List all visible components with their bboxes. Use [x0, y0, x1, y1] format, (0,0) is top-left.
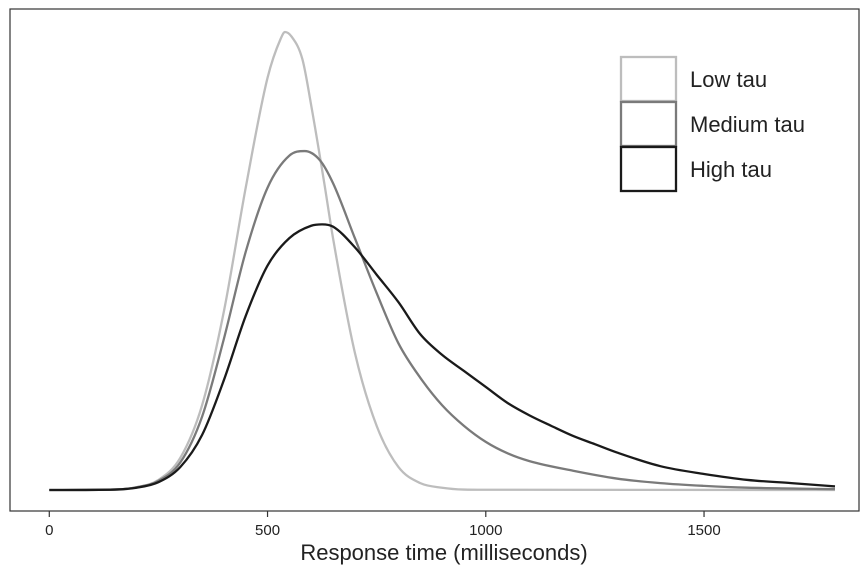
series-line-high-tau [49, 223, 836, 492]
x-tick-label: 1000 [469, 522, 502, 539]
x-tick-label: 0 [45, 522, 53, 539]
legend: Low tau Medium tau High tau [619, 55, 805, 193]
legend-key-medium-tau [619, 100, 678, 148]
series-line-low-tau [49, 30, 835, 492]
series-layer [49, 30, 836, 492]
legend-key-high-tau [619, 145, 678, 193]
legend-label-medium-tau: Medium tau [690, 112, 805, 137]
legend-label-low-tau: Low tau [690, 67, 767, 92]
x-axis: 0 500 1000 1500 [45, 511, 721, 539]
x-axis-label: Response time (milliseconds) [300, 540, 587, 565]
plot-frame [9, 8, 860, 512]
legend-label-high-tau: High tau [690, 157, 772, 182]
series-line-medium-tau [49, 149, 836, 492]
x-tick-label: 500 [255, 522, 280, 539]
legend-key-low-tau [619, 55, 678, 103]
x-tick-label: 1500 [687, 522, 720, 539]
